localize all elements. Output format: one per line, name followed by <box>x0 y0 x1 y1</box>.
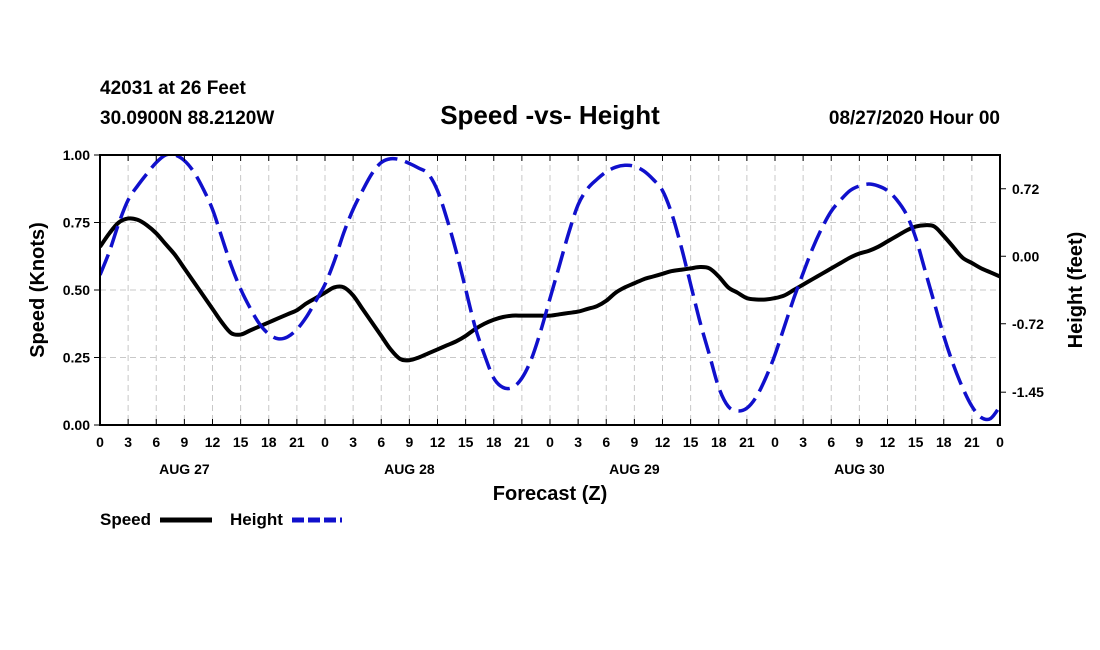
x-tick-label: 3 <box>349 434 357 450</box>
series-lines <box>100 155 1000 422</box>
y-tick-label: 0.50 <box>63 282 90 298</box>
y-tick-label: 1.00 <box>63 147 90 163</box>
x-tick-label: 3 <box>799 434 807 450</box>
x-tick-label: 9 <box>630 434 638 450</box>
x-tick-label: 15 <box>233 434 249 450</box>
y2-tick-label: -0.72 <box>1012 316 1044 332</box>
x-tick-label: 18 <box>261 434 277 450</box>
x-tick-label: 21 <box>964 434 980 450</box>
x-tick-label: 0 <box>771 434 779 450</box>
x-day-label: AUG 28 <box>384 461 435 477</box>
y2-tick-label: -1.45 <box>1012 384 1044 400</box>
x-tick-label: 6 <box>377 434 385 450</box>
x-tick-label: 12 <box>655 434 671 450</box>
coords-label: 30.0900N 88.2120W <box>100 108 274 129</box>
x-tick-label: 0 <box>546 434 554 450</box>
x-tick-label: 12 <box>205 434 221 450</box>
x-tick-label: 15 <box>908 434 924 450</box>
grid-lines <box>100 155 1000 425</box>
legend: Speed Height <box>100 510 342 529</box>
x-tick-label: 0 <box>321 434 329 450</box>
x-tick-label: 6 <box>152 434 160 450</box>
x-tick-label: 21 <box>289 434 305 450</box>
y2-tick-label: 0.72 <box>1012 181 1039 197</box>
x-axis-title: Forecast (Z) <box>493 483 607 505</box>
y-tick-label: 0.75 <box>63 215 90 231</box>
series-height-line <box>100 155 1000 422</box>
x-day-label: AUG 30 <box>834 461 885 477</box>
x-tick-label: 12 <box>880 434 896 450</box>
x-tick-label: 0 <box>996 434 1004 450</box>
x-tick-label: 15 <box>683 434 699 450</box>
x-tick-label: 3 <box>574 434 582 450</box>
x-tick-label: 21 <box>514 434 530 450</box>
y-tick-label: 0.25 <box>63 350 90 366</box>
x-tick-label: 15 <box>458 434 474 450</box>
y-tick-label: 0.00 <box>63 417 90 433</box>
x-tick-label: 18 <box>711 434 727 450</box>
x-tick-label: 21 <box>739 434 755 450</box>
x-tick-label: 18 <box>936 434 952 450</box>
legend-height-label: Height <box>230 510 283 529</box>
x-tick-label: 9 <box>855 434 863 450</box>
y2-tick-label: 0.00 <box>1012 248 1039 264</box>
x-tick-label: 12 <box>430 434 446 450</box>
datetime-label: 08/27/2020 Hour 00 <box>829 108 1000 129</box>
x-day-label: AUG 29 <box>609 461 660 477</box>
chart-title: Speed -vs- Height <box>440 100 660 130</box>
x-tick-label: 6 <box>602 434 610 450</box>
x-tick-label: 18 <box>486 434 502 450</box>
axis-ticks: 0 3 6 9 12 15 18 21 0 3 6 9 12 15 18 21 0 3 6 9 12 15 18 21 0 3 6 9… <box>63 147 1044 477</box>
x-tick-label: 9 <box>405 434 413 450</box>
y2-axis-title: Height (feet) <box>1065 232 1087 349</box>
x-day-label: AUG 27 <box>159 461 210 477</box>
legend-speed-label: Speed <box>100 510 151 529</box>
x-tick-label: 6 <box>827 434 835 450</box>
series-speed-line <box>100 216 1000 363</box>
x-tick-label: 3 <box>124 434 132 450</box>
station-label: 42031 at 26 Feet <box>100 78 246 99</box>
x-tick-label: 0 <box>96 434 104 450</box>
x-tick-label: 9 <box>180 434 188 450</box>
y-axis-title: Speed (Knots) <box>27 222 49 358</box>
